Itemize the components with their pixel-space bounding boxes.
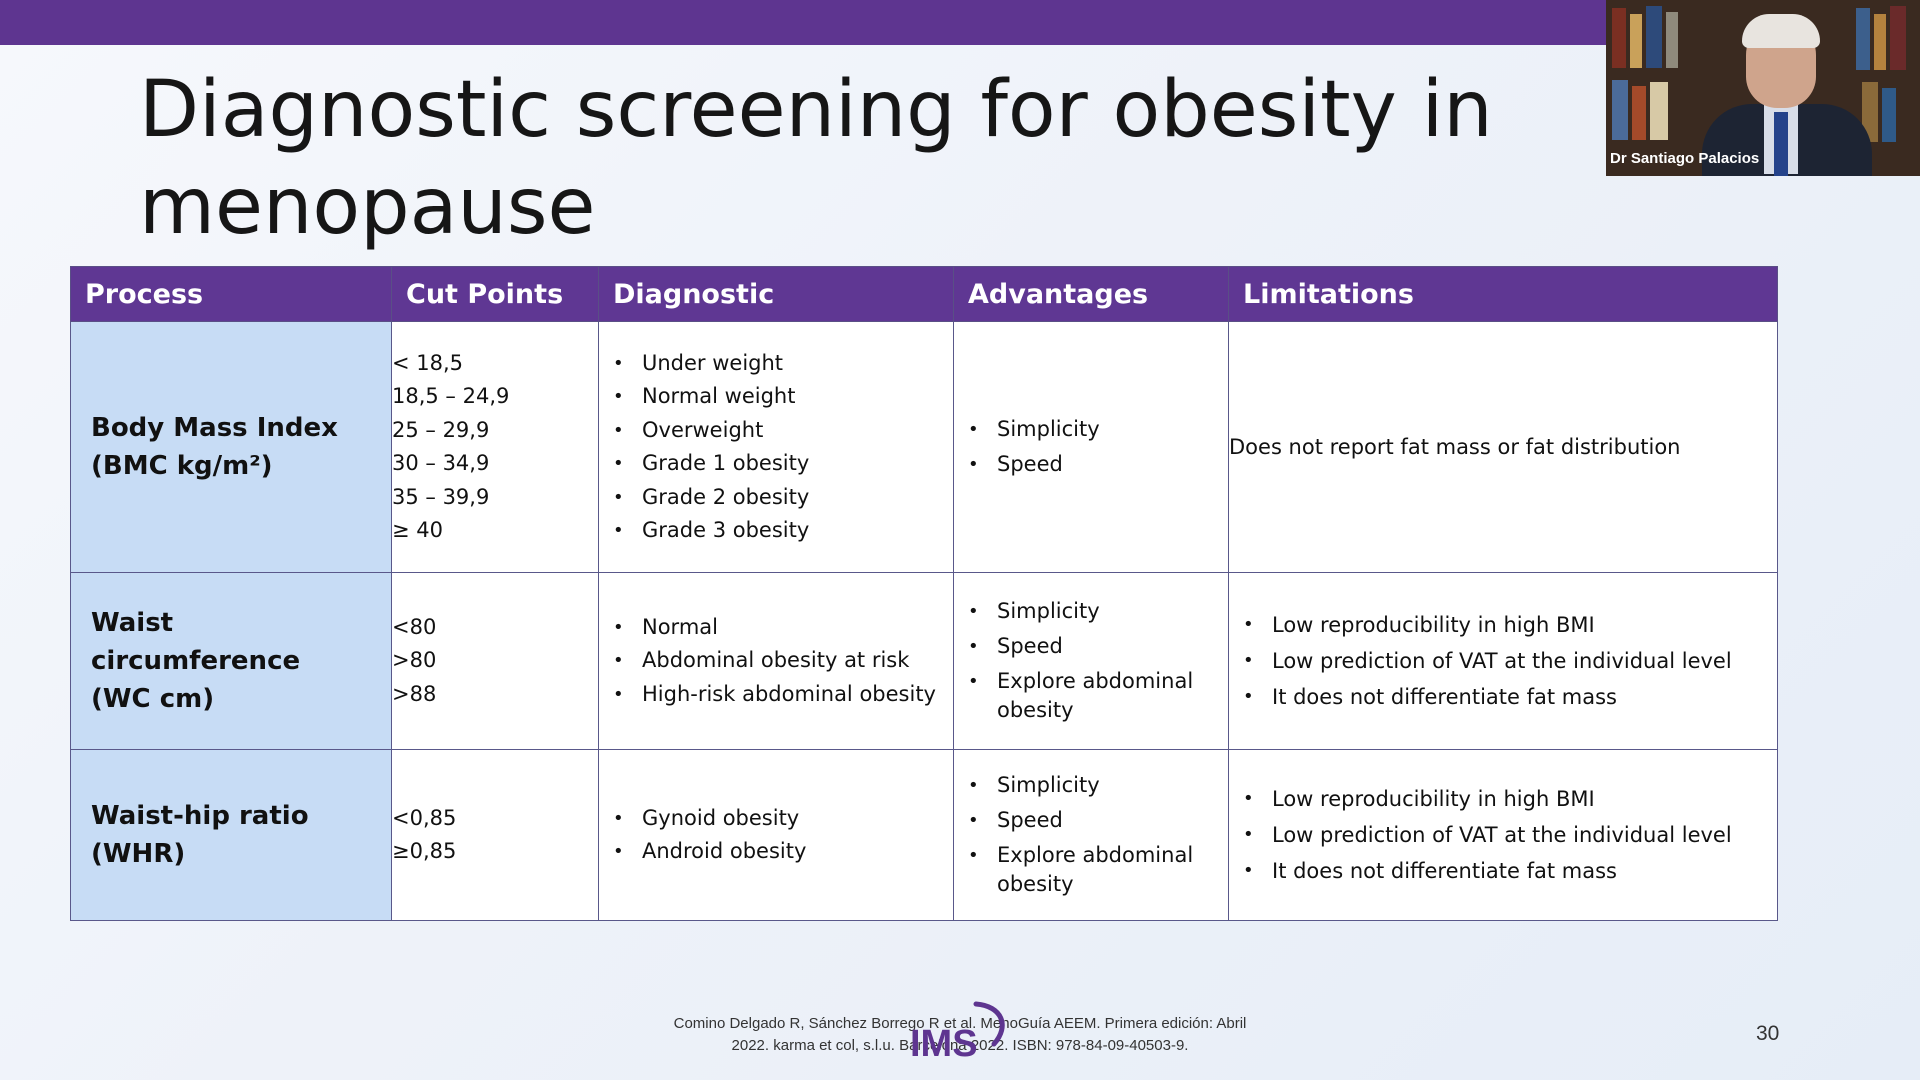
limitation-item: It does not differentiate fat mass xyxy=(1243,679,1777,715)
diagnostic-cell: Normal Abdominal obesity at risk High-ri… xyxy=(598,572,954,750)
process-name: Waist circumference xyxy=(91,608,301,676)
diagnostic-item: Gynoid obesity xyxy=(613,802,953,836)
process-cell: Body Mass Index (BMC kg/m²) xyxy=(70,321,392,573)
citation: Comino Delgado R, Sánchez Borrego R et a… xyxy=(640,1013,1280,1057)
advantage-item: Speed xyxy=(968,450,1228,479)
diagnostic-cell: Gynoid obesity Android obesity xyxy=(598,749,954,921)
diagnostic-item: Under weight xyxy=(613,347,953,381)
book-shape xyxy=(1612,8,1626,68)
book-shape xyxy=(1882,88,1896,142)
advantage-item: Simplicity xyxy=(968,597,1228,626)
limitation-item: Low prediction of VAT at the individual … xyxy=(1243,817,1777,853)
table-row-bmi: Body Mass Index (BMC kg/m²) < 18,5 18,5 … xyxy=(70,321,1778,573)
cut-point: ≥ 40 xyxy=(392,518,443,542)
process-unit: (BMC kg/m²) xyxy=(91,451,273,481)
cut-point: < 18,5 xyxy=(392,350,464,375)
advantages-cell: Simplicity Speed Explore abdominal obesi… xyxy=(953,572,1229,750)
advantages-cell: Simplicity Speed Explore abdominal obesi… xyxy=(953,749,1229,921)
cut-point: 30 – 34,9 xyxy=(392,451,490,475)
speaker-tie xyxy=(1774,112,1788,176)
process-name: Body Mass Index xyxy=(91,413,338,443)
table-header-row: Process Cut Points Diagnostic Advantages… xyxy=(70,266,1778,322)
page-number: 30 xyxy=(1756,1022,1780,1045)
diagnostic-item: Normal weight xyxy=(613,380,953,414)
advantage-item: Speed xyxy=(968,632,1228,661)
diagnostic-item: High-risk abdominal obesity xyxy=(613,678,953,712)
limitation-item: Low reproducibility in high BMI xyxy=(1243,607,1777,643)
limitation-item: Low reproducibility in high BMI xyxy=(1243,781,1777,817)
book-shape xyxy=(1630,14,1642,68)
cut-point: <80 xyxy=(392,614,437,639)
header-limitations: Limitations xyxy=(1228,266,1778,322)
book-shape xyxy=(1874,14,1886,70)
limitation-text: Does not report fat mass or fat distribu… xyxy=(1229,435,1681,459)
participant-name-label: Dr Santiago Palacios xyxy=(1610,150,1760,167)
process-unit: (WHR) xyxy=(91,839,186,869)
obesity-screening-table: Process Cut Points Diagnostic Advantages… xyxy=(70,266,1778,921)
limitations-cell: Low reproducibility in high BMI Low pred… xyxy=(1228,572,1778,750)
limitation-item: It does not differentiate fat mass xyxy=(1243,853,1777,889)
ims-logo: IMS xyxy=(910,1001,1005,1062)
book-shape xyxy=(1632,86,1646,140)
speaker-hair xyxy=(1742,14,1820,48)
citation-line: Comino Delgado R, Sánchez Borrego R et a… xyxy=(673,1015,1247,1032)
advantage-item: Speed xyxy=(968,806,1228,835)
table-row-waist-circumference: Waist circumference (WC cm) <80 >80 >88 … xyxy=(70,572,1778,750)
advantage-item: Simplicity xyxy=(968,771,1228,800)
table-row-waist-hip-ratio: Waist-hip ratio (WHR) <0,85 ≥0,85 Gynoid… xyxy=(70,749,1778,921)
cut-point: 25 – 29,9 xyxy=(392,417,490,442)
citation-line: 2022. karma et col, s.l.u. Barcelona 202… xyxy=(731,1037,1189,1054)
book-shape xyxy=(1612,80,1628,140)
advantage-item: Explore abdominal obesity xyxy=(968,841,1228,899)
book-shape xyxy=(1646,6,1662,68)
header-cut-points: Cut Points xyxy=(391,266,599,322)
limitations-cell: Low reproducibility in high BMI Low pred… xyxy=(1228,749,1778,921)
participant-video[interactable]: Dr Santiago Palacios xyxy=(1606,0,1920,176)
process-unit: (WC cm) xyxy=(91,684,215,714)
diagnostic-item: Grade 2 obesity xyxy=(613,481,953,515)
diagnostic-item: Abdominal obesity at risk xyxy=(613,644,953,678)
cut-point: ≥0,85 xyxy=(392,839,457,863)
cut-point: 18,5 – 24,9 xyxy=(392,384,510,408)
header-process: Process xyxy=(70,266,392,322)
header-advantages: Advantages xyxy=(953,266,1229,322)
book-shape xyxy=(1862,82,1878,142)
advantages-cell: Simplicity Speed xyxy=(953,321,1229,573)
advantage-item: Simplicity xyxy=(968,415,1228,444)
limitations-cell: Does not report fat mass or fat distribu… xyxy=(1228,321,1778,573)
logo-text: IMS xyxy=(910,1023,978,1062)
advantage-item: Explore abdominal obesity xyxy=(968,667,1228,725)
book-shape xyxy=(1650,82,1668,140)
header-diagnostic: Diagnostic xyxy=(598,266,954,322)
cut-point: 35 – 39,9 xyxy=(392,484,490,509)
diagnostic-item: Android obesity xyxy=(613,835,953,869)
cut-points-cell: <0,85 ≥0,85 xyxy=(391,749,599,921)
diagnostic-item: Overweight xyxy=(613,414,953,448)
book-shape xyxy=(1890,6,1906,70)
book-shape xyxy=(1856,8,1870,70)
cut-point: >80 xyxy=(392,648,437,673)
process-name: Waist-hip ratio xyxy=(91,801,309,831)
diagnostic-item: Grade 1 obesity xyxy=(613,447,953,481)
top-accent-bar xyxy=(0,0,1920,45)
book-shape xyxy=(1666,12,1678,68)
cut-point: >88 xyxy=(392,681,437,706)
cut-points-cell: < 18,5 18,5 – 24,9 25 – 29,9 30 – 34,9 3… xyxy=(391,321,599,573)
diagnostic-item: Normal xyxy=(613,611,953,645)
cut-point: <0,85 xyxy=(392,805,457,830)
logo-swoosh xyxy=(973,1001,1005,1047)
limitation-item: Low prediction of VAT at the individual … xyxy=(1243,643,1777,679)
process-cell: Waist-hip ratio (WHR) xyxy=(70,749,392,921)
slide-title: Diagnostic screening for obesity in meno… xyxy=(139,65,1493,252)
diagnostic-item: Grade 3 obesity xyxy=(613,514,953,548)
cut-points-cell: <80 >80 >88 xyxy=(391,572,599,750)
process-cell: Waist circumference (WC cm) xyxy=(70,572,392,750)
diagnostic-cell: Under weight Normal weight Overweight Gr… xyxy=(598,321,954,573)
